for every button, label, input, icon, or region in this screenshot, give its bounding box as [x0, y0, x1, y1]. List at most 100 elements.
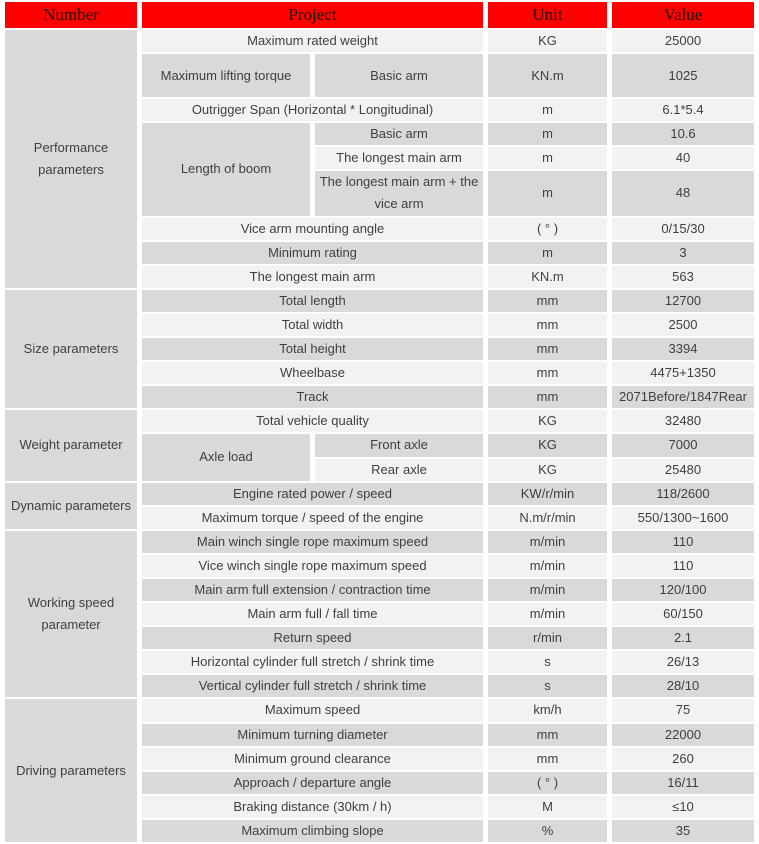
- cell-unit: N.m/r/min: [488, 506, 607, 529]
- cell-project: Minimum rating: [142, 241, 483, 264]
- cell-value: 12700: [612, 289, 754, 312]
- cell-unit: m/min: [488, 603, 607, 626]
- cell-unit: m: [488, 123, 607, 146]
- cell-unit: m/min: [488, 554, 607, 577]
- cell-project: Main arm full / fall time: [142, 603, 483, 626]
- cell-value: 35: [612, 819, 754, 842]
- cell-value: ≤10: [612, 795, 754, 818]
- cell-project: Main arm full extension / contraction ti…: [142, 578, 483, 602]
- table-row: Vertical cylinder full stretch / shrink …: [5, 675, 754, 698]
- cell-project: Rear axle: [315, 458, 483, 481]
- cell-project: Vertical cylinder full stretch / shrink …: [142, 675, 483, 698]
- cell-value: 25000: [612, 30, 754, 53]
- cell-unit: s: [488, 675, 607, 698]
- table-row: Performance parameters Maximum rated wei…: [5, 30, 754, 288]
- table-row: Vice winch single rope maximum speed m/m…: [5, 554, 754, 577]
- cell-value: 40: [612, 147, 754, 170]
- cell-value: 118/2600: [612, 482, 754, 505]
- cell-project: Minimum ground clearance: [142, 747, 483, 770]
- cell-unit: mm: [488, 289, 607, 312]
- table-row: Dynamic parameters Engine rated power / …: [5, 482, 754, 529]
- cell-project: Total vehicle quality: [142, 410, 483, 433]
- cell-value: 2500: [612, 313, 754, 337]
- table-row: Track mm 2071Before/1847Rear: [5, 386, 754, 409]
- cell-project: Main winch single rope maximum speed: [142, 530, 483, 553]
- cell-project: Braking distance (30km / h): [142, 795, 483, 818]
- cell-value: 110: [612, 554, 754, 577]
- cell-value: 28/10: [612, 675, 754, 698]
- cell-unit: s: [488, 651, 607, 674]
- cell-value: 3: [612, 241, 754, 264]
- group-cell-length-of-boom: Length of boom: [142, 123, 310, 216]
- table-row: Vice arm mounting angle ( ° ) 0/15/30: [5, 217, 754, 240]
- table-row: Total height mm 3394: [5, 338, 754, 361]
- table-row: Length of boom Basic arm m 10.6: [5, 123, 754, 216]
- cell-unit: m: [488, 241, 607, 264]
- table-row: The longest main arm m 40: [5, 147, 754, 170]
- cell-project: Total width: [142, 313, 483, 337]
- cell-value: 120/100: [612, 578, 754, 602]
- cell-project: Maximum torque / speed of the engine: [142, 506, 483, 529]
- cell-value: 75: [612, 699, 754, 722]
- table-row: Working speed parameter Main winch singl…: [5, 530, 754, 698]
- cell-value: 16/11: [612, 771, 754, 794]
- cell-project: Wheelbase: [142, 362, 483, 385]
- table-row: Approach / departure angle ( ° ) 16/11: [5, 771, 754, 794]
- cell-value: 2071Before/1847Rear: [612, 386, 754, 409]
- cell-value: 48: [612, 171, 754, 216]
- cell-unit: ( ° ): [488, 217, 607, 240]
- section-cell-driving-parameters: Driving parameters: [5, 699, 137, 842]
- cell-unit: KN.m: [488, 265, 607, 288]
- cell-project: Approach / departure angle: [142, 771, 483, 794]
- table-row: Size parameters Total length mm 12700: [5, 289, 754, 409]
- table-row: Minimum ground clearance mm 260: [5, 747, 754, 770]
- cell-project: Maximum speed: [142, 699, 483, 722]
- cell-project: Horizontal cylinder full stretch / shrin…: [142, 651, 483, 674]
- cell-unit: m: [488, 147, 607, 170]
- cell-project: Minimum turning diameter: [142, 723, 483, 746]
- cell-unit: KN.m: [488, 54, 607, 98]
- cell-value: 25480: [612, 458, 754, 481]
- table-row: Wheelbase mm 4475+1350: [5, 362, 754, 385]
- cell-project: Total length: [142, 289, 483, 312]
- cell-unit: m/min: [488, 578, 607, 602]
- cell-value: 563: [612, 265, 754, 288]
- cell-value: 60/150: [612, 603, 754, 626]
- col-header-value: Value: [612, 2, 754, 28]
- cell-project: Vice winch single rope maximum speed: [142, 554, 483, 577]
- section-cell-working-speed-parameter: Working speed parameter: [5, 530, 137, 698]
- cell-unit: r/min: [488, 627, 607, 650]
- cell-value: 32480: [612, 410, 754, 433]
- cell-unit: m/min: [488, 530, 607, 553]
- section-cell-dynamic-parameters: Dynamic parameters: [5, 482, 137, 529]
- table-row: Outrigger Span (Horizontal * Longitudina…: [5, 99, 754, 122]
- cell-project: The longest main arm + the vice arm: [315, 171, 483, 216]
- cell-project: Track: [142, 386, 483, 409]
- cell-unit: KG: [488, 458, 607, 481]
- table-row: Main arm full / fall time m/min 60/150: [5, 603, 754, 626]
- table-row: Maximum torque / speed of the engine N.m…: [5, 506, 754, 529]
- cell-unit: km/h: [488, 699, 607, 722]
- cell-unit: M: [488, 795, 607, 818]
- cell-unit: KW/r/min: [488, 482, 607, 505]
- cell-value: 0/15/30: [612, 217, 754, 240]
- cell-project: Engine rated power / speed: [142, 482, 483, 505]
- col-header-number: Number: [5, 2, 137, 28]
- cell-unit: mm: [488, 747, 607, 770]
- table-row: Weight parameter Total vehicle quality K…: [5, 410, 754, 481]
- cell-unit: KG: [488, 30, 607, 53]
- cell-unit: mm: [488, 338, 607, 361]
- cell-value: 2.1: [612, 627, 754, 650]
- cell-unit: %: [488, 819, 607, 842]
- cell-project: Front axle: [315, 434, 483, 457]
- cell-value: 1025: [612, 54, 754, 98]
- cell-value: 550/1300~1600: [612, 506, 754, 529]
- cell-value: 4475+1350: [612, 362, 754, 385]
- table-row: Rear axle KG 25480: [5, 458, 754, 481]
- cell-project: Return speed: [142, 627, 483, 650]
- cell-project: Vice arm mounting angle: [142, 217, 483, 240]
- section-cell-size-parameters: Size parameters: [5, 289, 137, 409]
- cell-unit: m: [488, 171, 607, 216]
- cell-project: Basic arm: [315, 54, 483, 98]
